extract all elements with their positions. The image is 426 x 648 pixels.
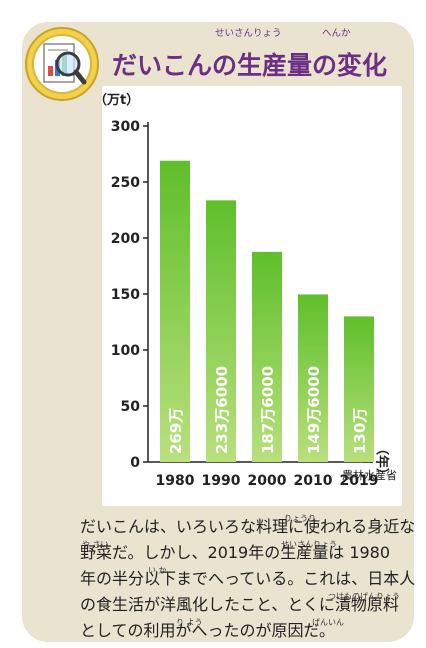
x-tick-label: 2000 bbox=[248, 473, 287, 489]
description-text: だいこんは、いろいろな料理に使われる身近な りょうり 野菜だ。しかし、2019年の生… bbox=[80, 514, 415, 644]
y-tick-label: 250 bbox=[111, 175, 140, 191]
info-card: だいこんの生産量の変化 せいさんりょう へんか （万t） （年） 農林水産省 0… bbox=[22, 22, 415, 644]
page-title: だいこんの生産量の変化 bbox=[112, 51, 388, 80]
ruby-genin: げんいん bbox=[312, 618, 344, 627]
data-label-2000: 187万6000 bbox=[259, 366, 277, 454]
ruby-ika: い か bbox=[148, 566, 167, 575]
x-tick-label: 1990 bbox=[202, 473, 241, 489]
y-axis-label: （万t） bbox=[102, 92, 139, 108]
title-ruby-seisanryou: せいさんりょう bbox=[215, 28, 282, 39]
bar-chart: （万t） （年） 農林水産省 0 50 100 150 200 250 300 269万 198… bbox=[102, 92, 397, 489]
y-tick-label: 200 bbox=[111, 231, 140, 247]
y-tick-label: 50 bbox=[121, 399, 141, 415]
bar-2010 bbox=[298, 294, 328, 462]
ruby-riyou: り よう bbox=[176, 618, 203, 627]
body-line: としての利用がへったのが原因だ。り よう げんいん bbox=[80, 618, 402, 644]
x-tick-label: 1980 bbox=[156, 473, 195, 489]
bar-1980 bbox=[160, 160, 190, 462]
y-tick-label: 300 bbox=[111, 119, 140, 135]
source-label: 農林水産省 bbox=[342, 468, 397, 482]
bar-2000 bbox=[252, 251, 282, 462]
y-tick-label: 150 bbox=[111, 287, 140, 303]
y-tick-label: 100 bbox=[111, 343, 140, 359]
data-label-1990: 233万6000 bbox=[213, 366, 231, 454]
ruby-ryouri: りょうり bbox=[284, 514, 316, 523]
x-axis-label: （年） bbox=[374, 442, 390, 481]
x-tick-label: 2019 bbox=[340, 473, 379, 489]
title-ruby-henka: へんか bbox=[322, 28, 351, 39]
data-label-2010: 149万6000 bbox=[305, 366, 323, 454]
bar-1990 bbox=[206, 200, 236, 463]
data-label-2019: 130万 bbox=[351, 408, 369, 454]
data-label-1980: 269万 bbox=[167, 408, 185, 454]
body-line: だいこんは、いろいろな料理に使われる身近な りょうり bbox=[80, 514, 415, 540]
x-tick-label: 2010 bbox=[294, 473, 333, 489]
chart-panel: （万t） （年） 農林水産省 0 50 100 150 200 250 300 269万 198… bbox=[102, 86, 402, 506]
body-line: 野菜だ。しかし、2019年の生産量は 1980 や さい せいさんりょう bbox=[80, 540, 402, 566]
ruby-yasai: や さい bbox=[82, 540, 109, 549]
body-line: 年の半分以下までへっている。これは、日本人い か bbox=[80, 566, 415, 592]
bar-2019 bbox=[344, 316, 374, 462]
ruby-seisanryou: せいさんりょう bbox=[281, 540, 337, 549]
y-tick-label: 0 bbox=[130, 455, 140, 471]
magnifier-report-icon bbox=[25, 27, 99, 101]
body-line: の食生活が洋風化したこと、とくに漬物原料 つけものげんりょう bbox=[80, 592, 402, 618]
ruby-tsukemonogenryou: つけものげんりょう bbox=[328, 592, 400, 601]
